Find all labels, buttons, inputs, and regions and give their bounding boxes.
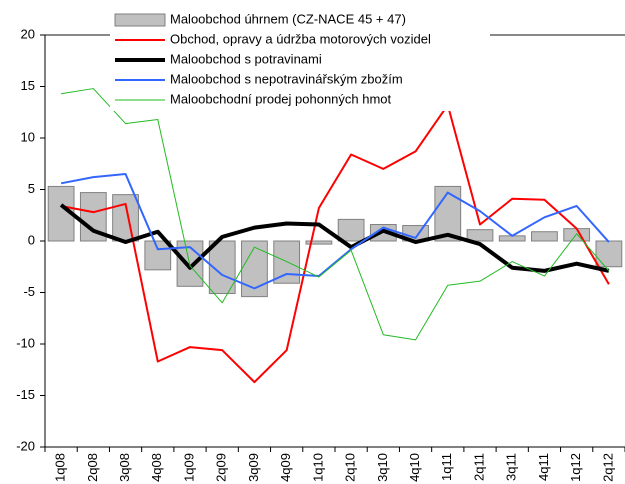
x-tick-label: 3q10 (375, 453, 390, 482)
x-tick-label: 1q11 (439, 453, 454, 481)
legend-label: Maloobchodní prodej pohonných hmot (170, 91, 392, 106)
line (60, 104, 610, 384)
y-tick-label: -15 (16, 387, 35, 402)
x-tick-label: 3q08 (117, 453, 132, 482)
bar (595, 240, 623, 268)
y-tick-label: -5 (23, 284, 35, 299)
bar (531, 231, 558, 242)
legend-box (110, 9, 490, 111)
y-tick-label: 10 (21, 129, 35, 144)
bar (305, 240, 333, 245)
y-tick-label: 20 (21, 26, 35, 41)
x-tick-label: 1q08 (53, 453, 68, 482)
y-tick-label: -10 (16, 335, 35, 350)
x-tick-label: 1q12 (568, 453, 583, 482)
x-tick-label: 2q12 (600, 453, 615, 482)
y-tick-label: -20 (16, 438, 35, 453)
line (59, 203, 610, 273)
bar (112, 194, 139, 242)
legend-label: Maloobchod úhrnem (CZ-NACE 45 + 47) (170, 11, 406, 26)
bar (434, 185, 462, 242)
legend-label: Obchod, opravy a údržba motorových vozid… (170, 31, 431, 46)
y-tick-label: 15 (21, 78, 35, 93)
x-tick-label: 4q11 (536, 453, 551, 481)
line (61, 88, 610, 341)
x-tick-label: 1q10 (310, 453, 325, 482)
x-tick-label: 2q10 (343, 453, 358, 482)
x-tick-label: 4q09 (278, 453, 293, 482)
bar (337, 218, 365, 242)
legend-symbol (114, 13, 166, 27)
legend-label: Maloobchod s potravinami (170, 51, 322, 66)
x-tick-label: 4q10 (407, 453, 422, 482)
bar (144, 240, 172, 271)
y-tick-label: 0 (28, 232, 35, 247)
legend-label: Maloobchod s nepotravinářským zbožím (170, 71, 403, 86)
x-tick-label: 1q09 (181, 453, 196, 482)
x-tick-label: 2q09 (214, 453, 229, 482)
x-tick-label: 4q08 (149, 453, 164, 482)
x-tick-label: 3q11 (504, 453, 519, 481)
x-tick-label: 2q08 (85, 453, 100, 482)
bar (466, 229, 494, 242)
line (60, 173, 610, 290)
x-tick-label: 2q11 (471, 453, 486, 481)
y-tick-label: 5 (28, 181, 35, 196)
x-tick-label: 3q09 (246, 453, 261, 482)
